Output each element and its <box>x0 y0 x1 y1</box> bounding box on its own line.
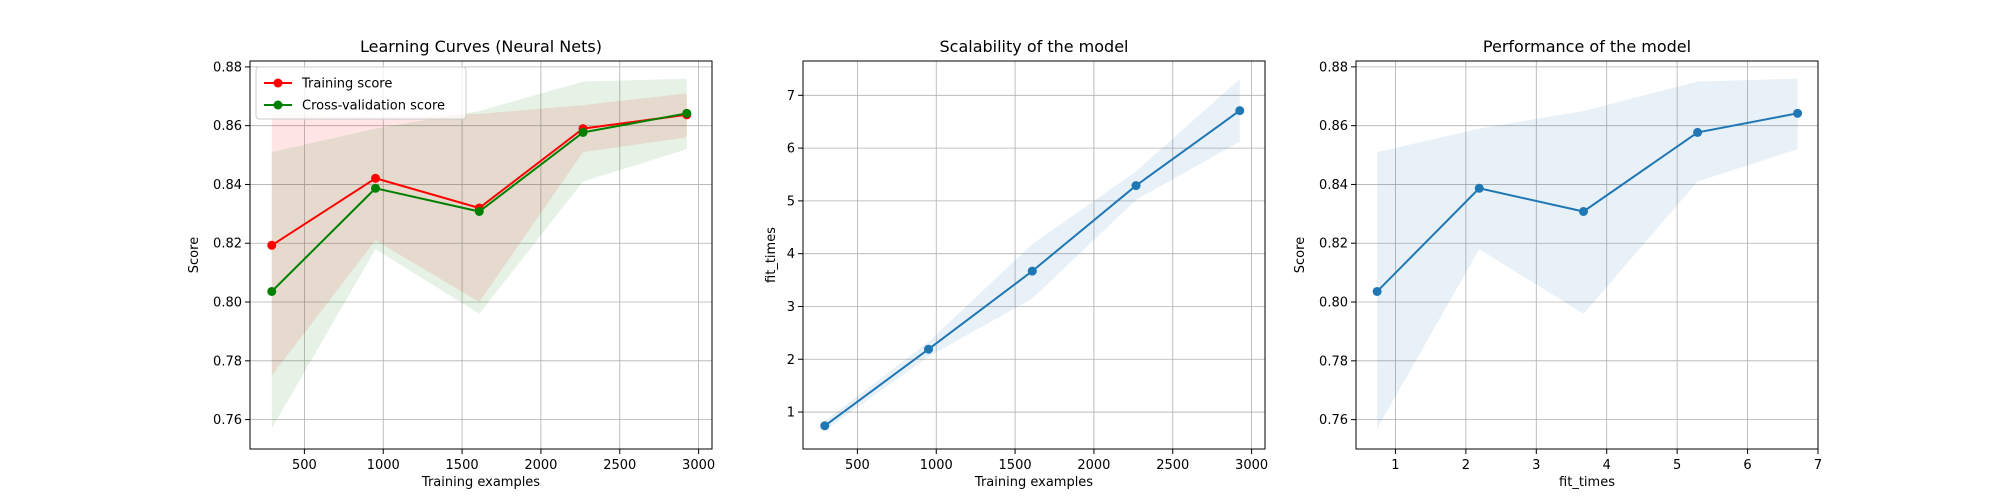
series-0-point <box>1235 106 1245 116</box>
y-tick-label: 0.84 <box>1319 178 1348 193</box>
legend-marker-cross-validation-score <box>273 100 283 110</box>
x-tick-label: 2 <box>1462 458 1470 473</box>
series-0-point <box>1474 183 1484 193</box>
y-tick-label: 0.78 <box>213 354 242 369</box>
series-0-point <box>820 421 830 431</box>
chart-title: Scalability of the model <box>940 37 1129 56</box>
series-lines <box>820 106 1245 431</box>
plot-frame <box>802 60 1266 450</box>
series-0-point <box>1693 127 1703 137</box>
axis-ticks: 500 1000 1500 2000 2500 3000 0.76 0.78 0.80 0.82 0… <box>213 60 715 473</box>
x-tick-label: 2000 <box>1077 458 1110 473</box>
y-tick-label: 0.80 <box>213 296 242 311</box>
x-axis-label: fit_times <box>1559 475 1615 490</box>
series-0-point <box>1793 108 1803 118</box>
y-axis-label: Score <box>187 237 202 273</box>
x-tick-label: 1500 <box>446 458 479 473</box>
y-tick-label: 0.80 <box>1319 296 1348 311</box>
series-0-band <box>824 78 1240 431</box>
y-tick-label: 0.86 <box>213 119 242 134</box>
legend-label-training-score: Training score <box>301 77 392 92</box>
series-0-point <box>1131 181 1141 191</box>
x-axis-label: Training examples <box>974 475 1093 490</box>
cross-validation-score-point <box>371 183 381 193</box>
x-tick-label: 1500 <box>999 458 1032 473</box>
y-tick-label: 1 <box>787 406 795 421</box>
x-tick-label: 2000 <box>524 458 557 473</box>
confidence-bands <box>271 78 687 429</box>
y-tick-label: 0.76 <box>213 413 242 428</box>
y-tick-label: 3 <box>787 300 795 315</box>
cross-validation-score-point <box>578 127 588 137</box>
y-tick-label: 0.76 <box>1319 413 1348 428</box>
x-tick-label: 3000 <box>1235 458 1268 473</box>
x-tick-label: 500 <box>845 458 870 473</box>
y-tick-label: 0.82 <box>1319 237 1348 252</box>
plot-frame <box>249 60 713 450</box>
series-0-point <box>1027 266 1037 276</box>
x-tick-label: 6 <box>1743 458 1751 473</box>
grid-lines <box>803 61 1265 449</box>
chart-scalability: 500 1000 1500 2000 2500 3000 1 2 3 4 5 6 7 Scalabili… <box>764 37 1268 490</box>
y-tick-label: 7 <box>787 89 795 104</box>
series-lines <box>1372 108 1803 296</box>
cross-validation-score-point <box>682 108 692 118</box>
chart-title: Learning Curves (Neural Nets) <box>360 37 602 56</box>
axis-ticks: 1 2 3 4 5 6 7 0.76 0.78 0.80 0.82 0.84 0.86 0.88 <box>1319 60 1822 473</box>
chart-title: Performance of the model <box>1483 37 1691 56</box>
x-tick-label: 4 <box>1603 458 1611 473</box>
y-tick-label: 4 <box>787 247 795 262</box>
plot-frame <box>1355 60 1819 450</box>
training-score-point <box>371 173 381 183</box>
x-tick-label: 1000 <box>367 458 400 473</box>
training-score-point <box>267 240 277 250</box>
x-tick-label: 3 <box>1532 458 1540 473</box>
chart-performance: 1 2 3 4 5 6 7 0.76 0.78 0.80 0.82 0.84 0.86 0.88 Perf… <box>1293 37 1822 490</box>
legend-marker-training-score <box>273 78 283 88</box>
y-tick-label: 0.88 <box>1319 60 1348 75</box>
series-0-point <box>1578 206 1588 216</box>
x-tick-label: 2500 <box>1156 458 1189 473</box>
x-tick-label: 5 <box>1673 458 1681 473</box>
y-tick-label: 6 <box>787 142 795 157</box>
y-axis-label: fit_times <box>764 227 779 283</box>
y-tick-label: 2 <box>787 353 795 368</box>
x-axis-label: Training examples <box>421 475 540 490</box>
grid-lines <box>250 61 712 449</box>
confidence-bands <box>824 78 1240 431</box>
x-tick-label: 3000 <box>682 458 715 473</box>
series-0-band <box>1377 78 1798 429</box>
y-tick-label: 5 <box>787 194 795 209</box>
y-tick-label: 0.82 <box>213 237 242 252</box>
series-0-point <box>924 344 934 354</box>
cross-validation-score-band <box>271 78 687 429</box>
training-score-band <box>271 93 687 376</box>
y-tick-label: 0.78 <box>1319 354 1348 369</box>
y-axis-label: Score <box>1293 237 1308 273</box>
series-0-point <box>1372 286 1382 296</box>
series-lines <box>267 108 692 296</box>
cross-validation-score-point <box>267 286 277 296</box>
axis-ticks: 500 1000 1500 2000 2500 3000 1 2 3 4 5 6 7 <box>787 89 1268 473</box>
y-tick-label: 0.88 <box>213 60 242 75</box>
cross-validation-score-point <box>474 206 484 216</box>
x-tick-label: 2500 <box>603 458 636 473</box>
legend-box <box>255 66 467 120</box>
x-tick-label: 1000 <box>920 458 953 473</box>
y-tick-label: 0.86 <box>1319 119 1348 134</box>
legend: Training score Cross-validation score <box>255 66 467 120</box>
chart-learning-curves: 500 1000 1500 2000 2500 3000 0.76 0.78 0.80 0.82 0… <box>187 37 715 490</box>
confidence-bands <box>1377 78 1798 429</box>
x-tick-label: 1 <box>1391 458 1399 473</box>
y-tick-label: 0.84 <box>213 178 242 193</box>
legend-label-cross-validation-score: Cross-validation score <box>302 99 445 114</box>
x-tick-label: 7 <box>1814 458 1822 473</box>
grid-lines <box>1356 61 1819 449</box>
x-tick-label: 500 <box>292 458 317 473</box>
